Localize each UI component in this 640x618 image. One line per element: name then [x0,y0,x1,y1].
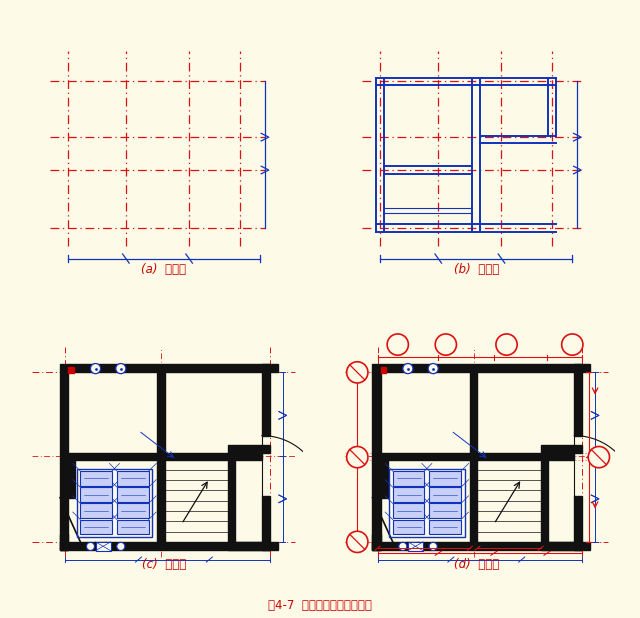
Bar [60,542,278,550]
Bar [393,471,424,486]
Bar [393,504,424,518]
Bar [381,460,388,497]
Bar [393,520,424,535]
Bar [81,504,112,518]
Bar [68,367,74,373]
Bar [574,496,582,550]
Bar [60,373,68,550]
Bar [81,520,112,535]
Circle shape [399,543,407,551]
Bar [262,496,270,550]
Bar [228,542,270,550]
Bar [60,364,278,373]
Bar [117,471,148,486]
Bar [81,471,112,486]
Circle shape [429,543,437,551]
Text: (a)  第一步: (a) 第一步 [141,263,186,276]
Text: (b)  第二步: (b) 第二步 [454,263,499,276]
Circle shape [435,334,456,355]
Circle shape [116,363,126,374]
Circle shape [90,363,100,374]
Bar [117,487,148,502]
Bar [68,460,76,497]
Circle shape [588,446,609,468]
Circle shape [116,543,125,551]
Bar [541,452,548,542]
Bar [381,452,470,460]
Bar [60,533,68,550]
Bar [157,373,165,542]
Bar [68,452,157,460]
Bar [408,542,423,551]
Bar [262,364,270,436]
Circle shape [403,363,413,374]
Bar [429,471,461,486]
Circle shape [387,334,408,355]
Bar [77,468,152,537]
Bar [429,504,461,518]
Text: 图4-7  建筑平面图的绘制步骤: 图4-7 建筑平面图的绘制步骤 [268,599,372,612]
Text: (c)  第三步: (c) 第三步 [141,558,186,571]
Bar [117,504,148,518]
Bar [541,446,582,452]
Bar [372,542,590,550]
Circle shape [347,531,368,552]
Bar [117,520,148,535]
Bar [372,364,590,373]
Bar [372,533,381,550]
Circle shape [414,543,422,551]
Bar [95,542,111,551]
Bar [393,487,424,502]
Text: (d)  第四步: (d) 第四步 [454,558,499,571]
Circle shape [562,334,583,355]
Bar [541,542,582,550]
Bar [372,373,381,550]
Bar [381,367,386,373]
Bar [477,452,574,460]
Circle shape [86,543,95,551]
Bar [470,373,477,542]
Bar [429,520,461,535]
Circle shape [496,334,517,355]
Circle shape [347,362,368,383]
Bar [574,364,582,436]
Circle shape [428,363,438,374]
Bar [81,487,112,502]
Bar [429,487,461,502]
Bar [228,452,236,542]
Circle shape [102,543,109,551]
Bar [389,468,465,537]
Bar [228,446,270,452]
Bar [165,452,262,460]
Circle shape [347,446,368,468]
